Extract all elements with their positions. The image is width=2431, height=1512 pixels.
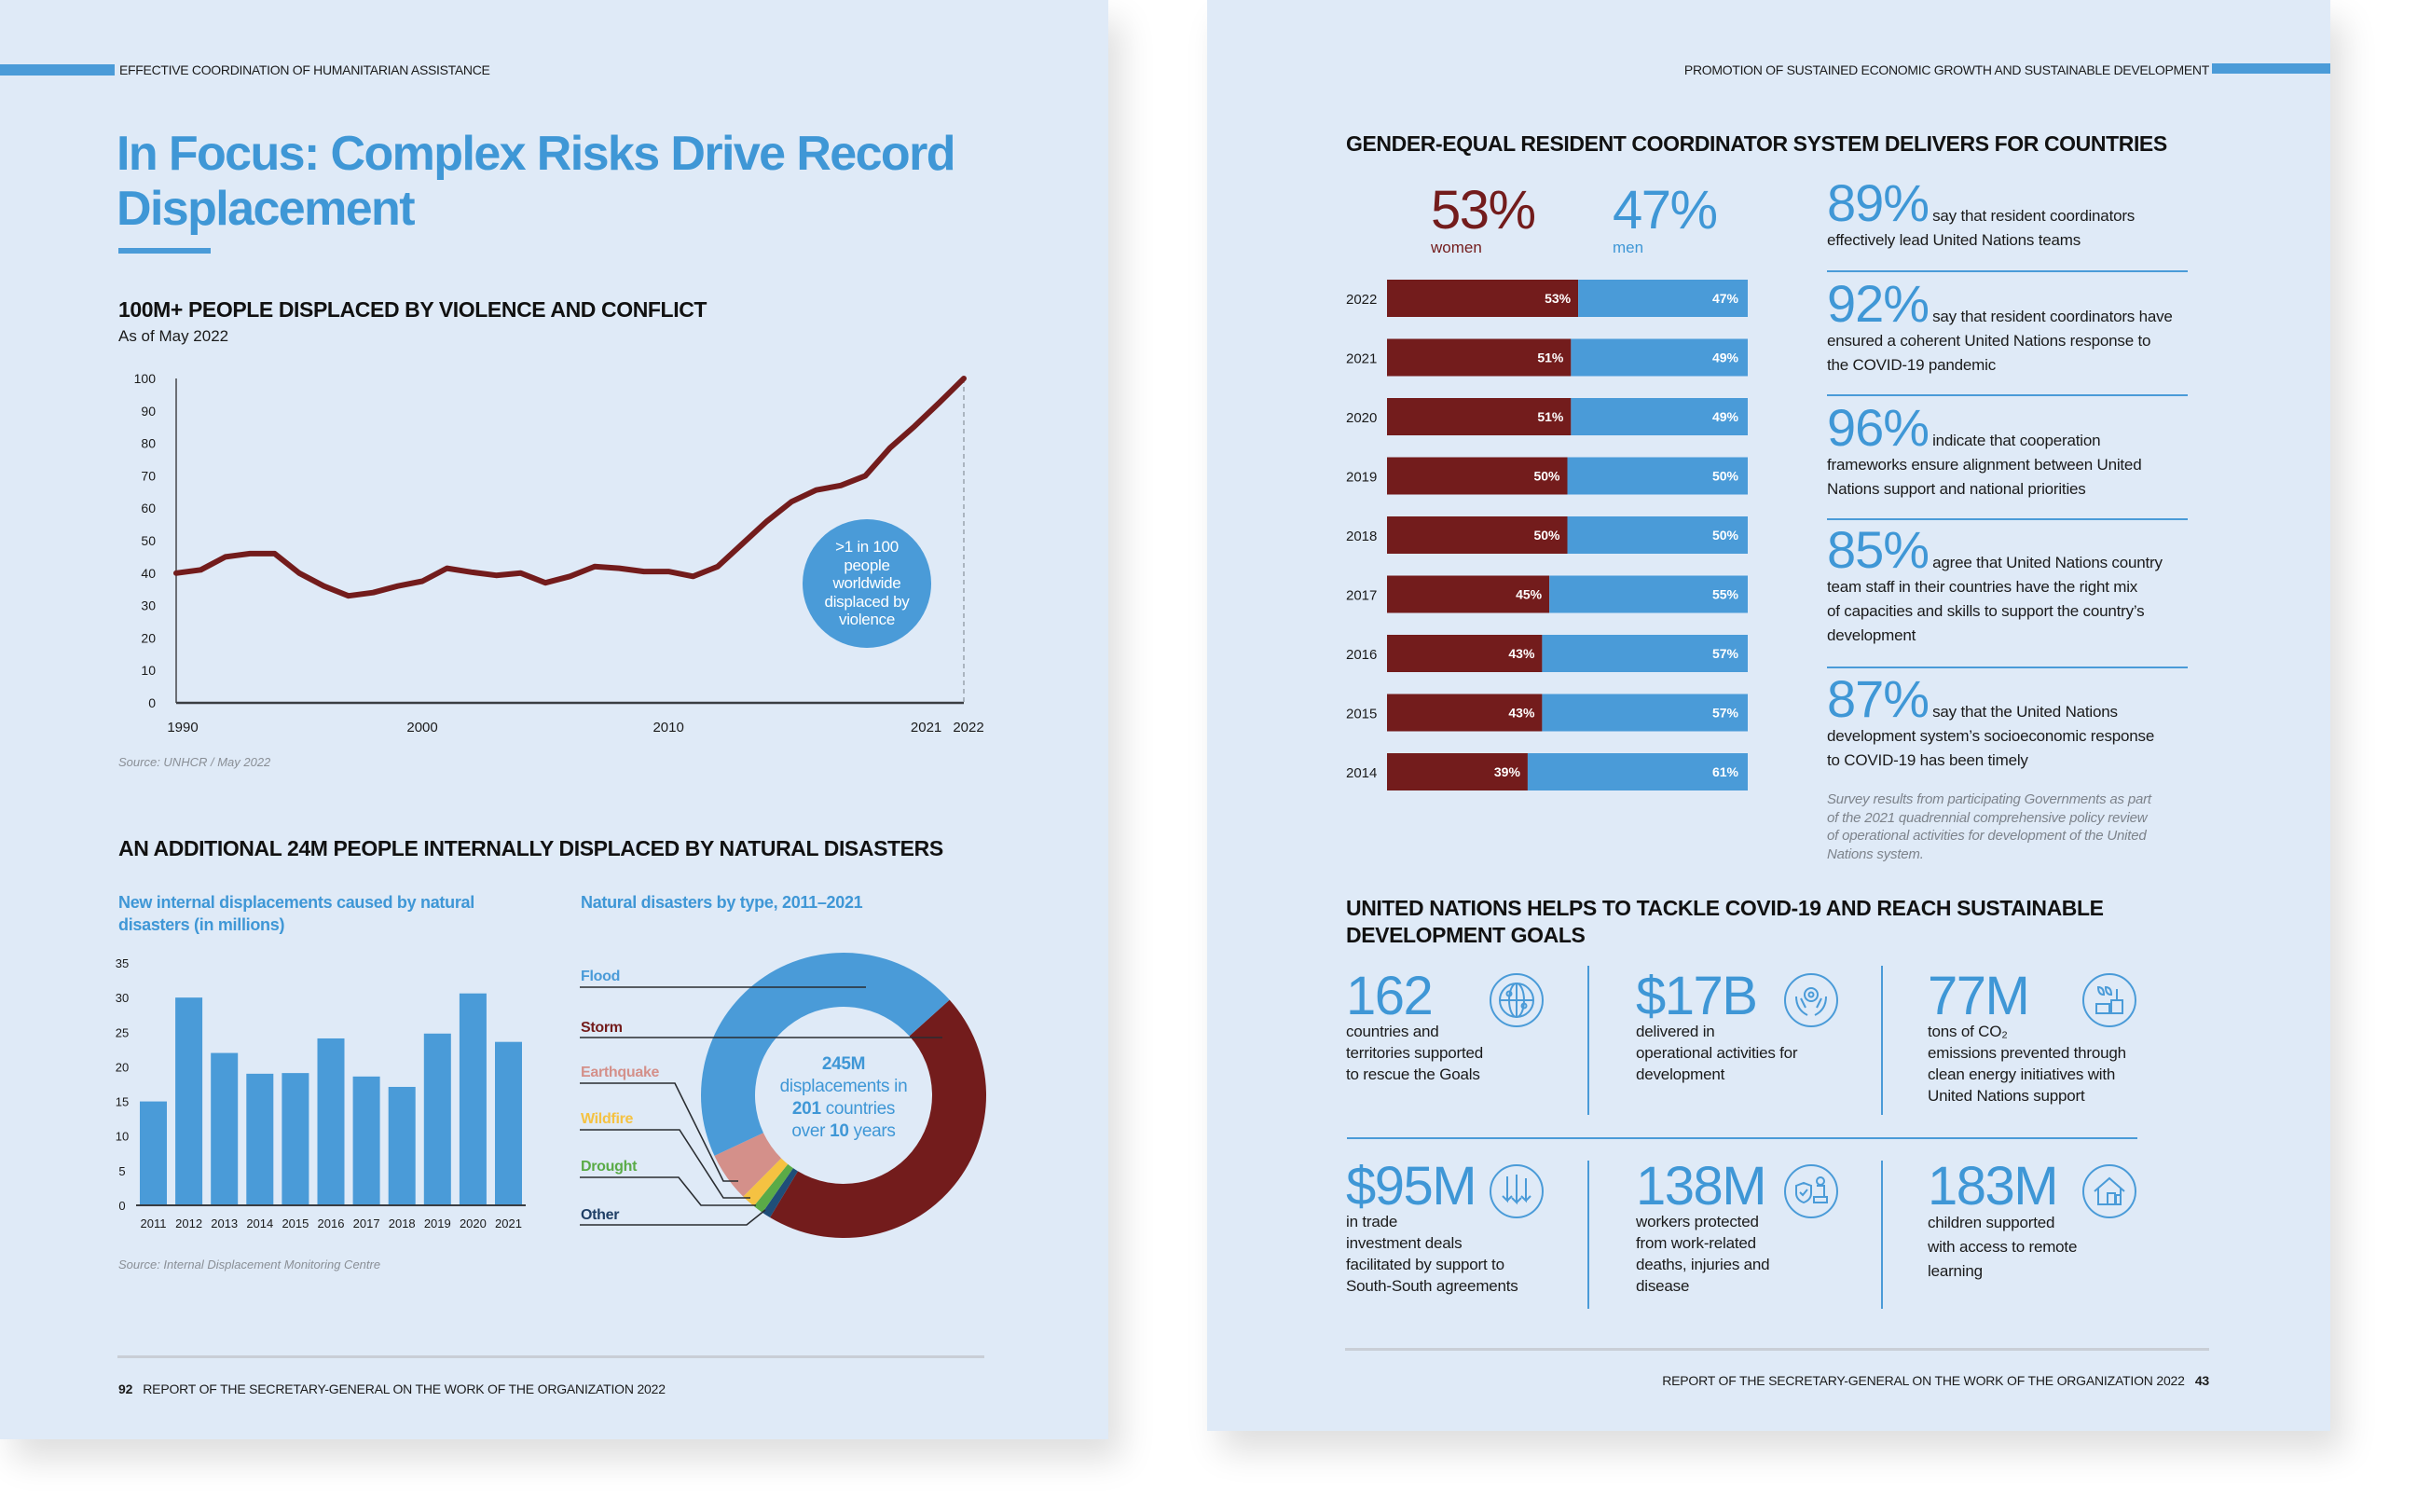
stat-text: children supported with access to remote… bbox=[1928, 1214, 2078, 1280]
line-chart-subtitle: As of May 2022 bbox=[118, 327, 229, 345]
women-total: 53% women bbox=[1431, 180, 1536, 257]
stat-value: 138M bbox=[1636, 1156, 1767, 1216]
covid-section-title: UNITED NATIONS HELPS TO TACKLE COVID-19 … bbox=[1346, 896, 2104, 947]
globe-icon bbox=[1490, 973, 1544, 1027]
stat-text: in trade investment deals facilitated by… bbox=[1346, 1213, 1518, 1295]
stat-value: 92% bbox=[1827, 274, 1930, 333]
stat-value: 87% bbox=[1827, 669, 1930, 728]
clean-energy-icon bbox=[2082, 973, 2136, 1027]
survey-stat: 87% say that the United Nations developme… bbox=[1827, 673, 2200, 773]
section-header: PROMOTION OF SUSTAINED ECONOMIC GROWTH A… bbox=[1683, 62, 2209, 77]
stat-value: 85% bbox=[1827, 520, 1930, 579]
line-chart-source: Source: UNHCR / May 2022 bbox=[118, 755, 271, 769]
stat-value: 162 bbox=[1346, 966, 1434, 1026]
stat-text: workers protected from work-related deat… bbox=[1636, 1213, 1770, 1295]
grid-divider bbox=[1881, 966, 1883, 1115]
stat-value: 96% bbox=[1827, 398, 1930, 457]
survey-stat: 96% indicate that cooperation frameworks … bbox=[1827, 402, 2200, 502]
survey-stat: 89% say that resident coordinators effect… bbox=[1827, 177, 2200, 253]
bar-chart-subtitle: New internal displacements caused by nat… bbox=[118, 893, 474, 934]
page-number: 92 bbox=[118, 1381, 133, 1396]
footer-divider bbox=[117, 1355, 984, 1358]
stat-text: delivered in operational activities for … bbox=[1636, 1023, 1798, 1083]
stat-divider bbox=[1827, 270, 2188, 272]
stat-divider bbox=[1827, 394, 2188, 396]
stat-countries: 162 countries and territories supported … bbox=[1346, 966, 1483, 1084]
donut-years-text: years bbox=[848, 1121, 896, 1141]
stat-text: indicate that cooperation frameworks ens… bbox=[1827, 432, 2142, 498]
stat-operational-activities: $17B delivered in operational activities… bbox=[1636, 966, 1798, 1084]
donut-chart-subtitle: Natural disasters by type, 2011–2021 bbox=[581, 893, 863, 912]
bar-chart-source: Source: Internal Displacement Monitoring… bbox=[118, 1258, 381, 1271]
donut-total-value: 245M bbox=[821, 1054, 866, 1074]
stat-value: 89% bbox=[1827, 173, 1930, 232]
left-footer: 92 REPORT OF THE SECRETARY-GENERAL ON TH… bbox=[118, 1381, 666, 1396]
donut-years-pre: over bbox=[791, 1121, 831, 1141]
donut-line3: over 10 years bbox=[755, 1120, 932, 1143]
survey-note: Survey results from participating Govern… bbox=[1827, 791, 2151, 862]
page-number: 43 bbox=[2194, 1373, 2209, 1388]
right-footer: REPORT OF THE SECRETARY-GENERAL ON THE W… bbox=[1662, 1373, 2209, 1388]
stat-text: agree that United Nations country team s… bbox=[1827, 554, 2163, 644]
women-label: women bbox=[1431, 239, 1482, 256]
worker-shield-icon bbox=[1784, 1164, 1838, 1218]
stat-co2-emissions: 77M tons of CO₂ emissions prevented thro… bbox=[1928, 966, 2126, 1106]
stat-trade-investment: $95M in trade investment deals facilitat… bbox=[1346, 1156, 1518, 1296]
women-percent: 53% bbox=[1431, 180, 1536, 241]
men-total: 47% men bbox=[1613, 180, 1718, 257]
grid-divider bbox=[1347, 1137, 2137, 1139]
line-chart-title: 100M+ PEOPLE DISPLACED BY VIOLENCE AND C… bbox=[118, 297, 707, 322]
title-underline bbox=[118, 248, 211, 254]
header-accent-bar bbox=[2212, 63, 2330, 74]
survey-stat: 85% agree that United Nations country tea… bbox=[1827, 524, 2200, 648]
grid-divider bbox=[1881, 1161, 1883, 1309]
header-accent-bar bbox=[0, 64, 115, 76]
footer-text: REPORT OF THE SECRETARY-GENERAL ON THE W… bbox=[1662, 1373, 2185, 1388]
stat-value: 183M bbox=[1928, 1156, 2059, 1216]
donut-center-label: 245M displacements in 201 countries over… bbox=[755, 1053, 932, 1143]
trade-arrows-icon bbox=[1490, 1164, 1544, 1218]
home-learning-icon bbox=[2082, 1164, 2136, 1218]
stat-children-supported: 183M children supported with access to r… bbox=[1928, 1156, 2077, 1281]
men-percent: 47% bbox=[1613, 180, 1718, 241]
section2-title: AN ADDITIONAL 24M PEOPLE INTERNALLY DISP… bbox=[118, 836, 943, 860]
stat-text: say that resident coordinators have ensu… bbox=[1827, 308, 2173, 374]
gear-hands-icon bbox=[1784, 973, 1838, 1027]
grid-divider bbox=[1587, 1161, 1589, 1309]
stat-value: $95M bbox=[1346, 1156, 1477, 1216]
footer-divider bbox=[1345, 1348, 2209, 1351]
grid-divider bbox=[1587, 966, 1589, 1115]
callout-bubble: >1 in 100 people worldwide displaced by … bbox=[803, 519, 931, 648]
stat-divider bbox=[1827, 667, 2188, 668]
gender-section-title: GENDER-EQUAL RESIDENT COORDINATOR SYSTEM… bbox=[1346, 131, 2167, 156]
donut-countries-text: countries bbox=[820, 1099, 896, 1119]
donut-countries-number: 201 bbox=[791, 1099, 821, 1119]
men-label: men bbox=[1613, 239, 1644, 256]
stat-text: say that the United Nations development … bbox=[1827, 703, 2155, 769]
page-title: In Focus: Complex Risks Drive Record Dis… bbox=[117, 127, 955, 236]
stat-value: $17B bbox=[1636, 966, 1758, 1026]
survey-stat: 92% say that resident coordinators have e… bbox=[1827, 278, 2200, 378]
stat-divider bbox=[1827, 518, 2188, 520]
donut-years-number: 10 bbox=[830, 1121, 849, 1141]
stat-text: tons of CO₂ emissions prevented through … bbox=[1928, 1023, 2126, 1105]
stat-text: say that resident coordinators effective… bbox=[1827, 207, 2136, 249]
section-header: EFFECTIVE COORDINATION OF HUMANITARIAN A… bbox=[119, 62, 490, 77]
stat-workers-protected: 138M workers protected from work-related… bbox=[1636, 1156, 1770, 1296]
footer-text: REPORT OF THE SECRETARY-GENERAL ON THE W… bbox=[143, 1381, 666, 1396]
donut-line1: displacements in bbox=[779, 1077, 908, 1096]
donut-line2: 201 countries bbox=[755, 1098, 932, 1120]
stat-value: 77M bbox=[1928, 966, 2030, 1026]
stat-text: countries and territories supported to r… bbox=[1346, 1023, 1483, 1083]
